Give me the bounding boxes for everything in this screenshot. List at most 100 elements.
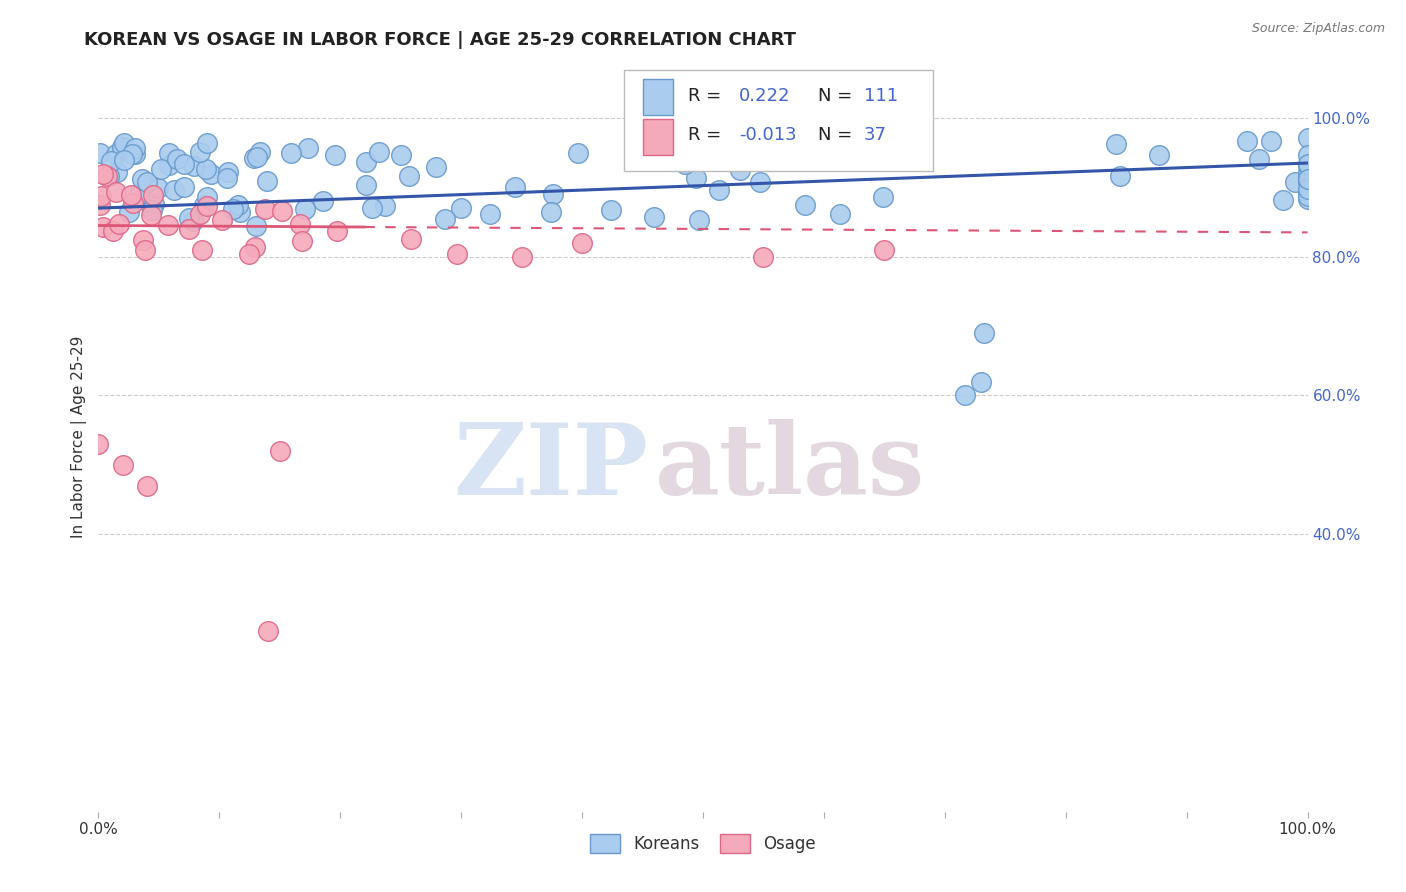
Point bbox=[1296, 189, 1319, 203]
Point bbox=[131, 171, 153, 186]
Text: 37: 37 bbox=[863, 126, 887, 145]
Point bbox=[830, 207, 852, 221]
Point bbox=[730, 163, 752, 178]
Point bbox=[1296, 169, 1319, 183]
Point bbox=[567, 146, 589, 161]
Point bbox=[401, 231, 423, 245]
Point bbox=[503, 180, 526, 194]
Point bbox=[222, 202, 245, 216]
Point bbox=[90, 189, 112, 203]
Point bbox=[752, 250, 775, 264]
Point bbox=[571, 235, 593, 250]
Point bbox=[1296, 147, 1319, 161]
Point bbox=[970, 375, 993, 389]
Text: KOREAN VS OSAGE IN LABOR FORCE | AGE 25-29 CORRELATION CHART: KOREAN VS OSAGE IN LABOR FORCE | AGE 25-… bbox=[84, 31, 796, 49]
Point bbox=[193, 198, 215, 212]
Point bbox=[105, 165, 128, 179]
Point bbox=[872, 189, 894, 203]
Point bbox=[1296, 192, 1319, 206]
Point bbox=[217, 164, 239, 178]
Point bbox=[1249, 152, 1271, 166]
Point bbox=[91, 167, 114, 181]
Point bbox=[134, 244, 156, 258]
Point bbox=[98, 169, 121, 184]
Text: ZIP: ZIP bbox=[454, 418, 648, 516]
Point bbox=[479, 207, 502, 221]
Point bbox=[195, 136, 218, 151]
Point bbox=[510, 250, 533, 264]
Point bbox=[142, 187, 165, 202]
Point bbox=[120, 188, 142, 202]
Point bbox=[1109, 169, 1132, 184]
Point bbox=[425, 160, 447, 174]
Point bbox=[685, 171, 707, 186]
Point bbox=[173, 157, 195, 171]
Point bbox=[249, 145, 271, 159]
Point bbox=[450, 202, 472, 216]
Point bbox=[96, 169, 118, 183]
Point bbox=[434, 212, 457, 227]
Point bbox=[179, 222, 201, 236]
Point bbox=[280, 145, 302, 160]
Point bbox=[446, 247, 468, 261]
Point bbox=[748, 136, 770, 151]
Point bbox=[242, 152, 264, 166]
FancyBboxPatch shape bbox=[643, 78, 673, 115]
Point bbox=[100, 154, 122, 169]
Point bbox=[211, 213, 233, 227]
Text: N =: N = bbox=[818, 87, 852, 105]
Point bbox=[121, 147, 143, 161]
Text: R =: R = bbox=[689, 126, 721, 145]
Point bbox=[953, 388, 976, 402]
Point bbox=[141, 202, 163, 217]
FancyBboxPatch shape bbox=[624, 70, 932, 171]
Point bbox=[360, 201, 382, 215]
Point bbox=[398, 169, 420, 184]
Point bbox=[157, 158, 180, 172]
Point bbox=[101, 224, 124, 238]
Point bbox=[354, 155, 377, 169]
Point bbox=[688, 213, 710, 227]
Point bbox=[1272, 193, 1295, 207]
Point bbox=[132, 233, 155, 247]
Point bbox=[1105, 136, 1128, 151]
Point bbox=[673, 157, 696, 171]
Point bbox=[228, 205, 250, 219]
Point bbox=[855, 145, 877, 159]
Point bbox=[215, 171, 238, 186]
Point bbox=[195, 190, 218, 204]
Point bbox=[269, 444, 291, 458]
Point bbox=[367, 145, 389, 159]
Text: N =: N = bbox=[818, 126, 852, 145]
Point bbox=[142, 197, 165, 211]
Point bbox=[112, 136, 135, 151]
Point bbox=[254, 202, 277, 216]
Point bbox=[179, 211, 201, 225]
Point bbox=[108, 217, 131, 231]
Point bbox=[157, 146, 180, 161]
Point bbox=[389, 147, 412, 161]
Point bbox=[136, 176, 159, 190]
Point bbox=[1284, 175, 1306, 189]
Y-axis label: In Labor Force | Age 25-29: In Labor Force | Age 25-29 bbox=[72, 336, 87, 538]
Point bbox=[87, 437, 110, 451]
Point bbox=[873, 243, 896, 257]
Point bbox=[118, 205, 141, 219]
Point bbox=[1296, 157, 1319, 171]
Point bbox=[150, 162, 173, 177]
Text: R =: R = bbox=[689, 87, 721, 105]
Point bbox=[139, 208, 162, 222]
Point bbox=[707, 183, 730, 197]
Point bbox=[749, 176, 772, 190]
Point bbox=[157, 218, 180, 232]
Point bbox=[163, 183, 186, 197]
Point bbox=[191, 243, 214, 257]
Point bbox=[104, 185, 127, 199]
Point bbox=[1149, 147, 1171, 161]
Point bbox=[793, 198, 815, 212]
Point bbox=[323, 148, 346, 162]
Point bbox=[1296, 172, 1319, 186]
Point bbox=[146, 181, 169, 195]
Point bbox=[166, 153, 188, 167]
Point bbox=[135, 478, 157, 492]
